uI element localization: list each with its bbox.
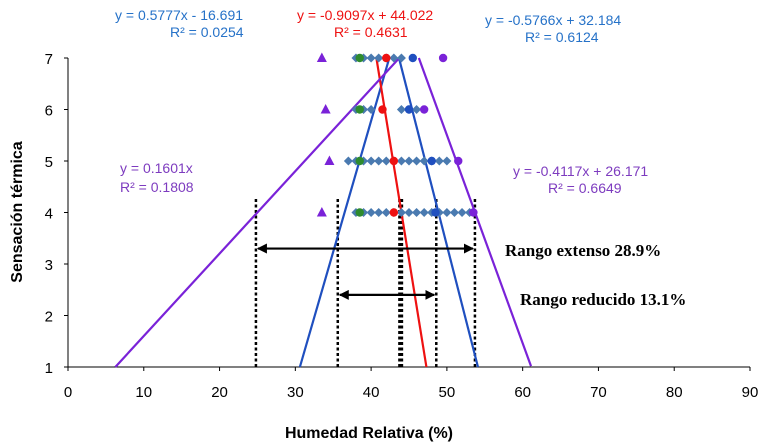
data-point-circle [427, 156, 436, 166]
y-tick-labels: 1 2 3 4 5 6 7 [45, 51, 68, 377]
y-tick-label: 2 [45, 309, 53, 326]
data-point-diamond [374, 53, 384, 63]
equation-red: y = -0.9097x + 44.022 [297, 7, 433, 23]
data-point-circle [431, 208, 440, 217]
data-point-circle [355, 208, 364, 217]
data-point-triangle [316, 52, 327, 62]
data-point-diamond [412, 156, 422, 166]
r2-blue-right: R² = 0.6124 [525, 29, 599, 45]
data-point-circle [408, 53, 417, 63]
data-point-diamond [374, 208, 384, 217]
data-point-circle [469, 208, 478, 217]
data-point-diamond [374, 156, 384, 166]
range-label-reducido: Rango reducido 13.1% [520, 290, 686, 309]
data-point-diamond [389, 53, 399, 63]
x-tick-label: 20 [211, 384, 228, 401]
data-point-triangle [324, 155, 335, 165]
range-label-extenso: Rango extenso 28.9% [505, 241, 661, 260]
data-point-diamond [381, 208, 391, 217]
x-tick-label: 70 [590, 384, 607, 401]
equation-blue-left: y = 0.5777x - 16.691 [115, 7, 243, 23]
data-point-diamond [419, 208, 429, 217]
data-point-diamond [434, 156, 444, 166]
x-tick-label: 80 [666, 384, 683, 401]
data-point-diamond [366, 208, 376, 217]
data-point-diamond [366, 156, 376, 166]
data-point-circle [355, 156, 364, 166]
data-point-diamond [442, 156, 452, 166]
data-point-circle [389, 156, 399, 166]
data-point-diamond [412, 105, 422, 114]
range-labels: Rango extenso 28.9% Rango reducido 13.1% [505, 241, 686, 309]
equation-purple-right: y = -0.4117x + 26.171 [513, 163, 648, 179]
x-axis-title: Humedad Relativa (%) [285, 425, 453, 442]
x-tick-label: 90 [742, 384, 759, 401]
x-tick-label: 10 [135, 384, 152, 401]
y-tick-label: 4 [45, 206, 53, 223]
data-point-circle [419, 105, 429, 114]
r2-purple-right: R² = 0.6649 [548, 180, 622, 196]
data-point-diamond [366, 53, 376, 63]
data-point-diamond [442, 208, 452, 217]
range-arrows [256, 243, 474, 300]
y-axis-title: Sensación térmica [9, 141, 26, 283]
data-point-circle [438, 53, 448, 63]
data-point-diamond [404, 208, 414, 217]
x-tick-label: 0 [64, 384, 72, 401]
data-point-circle [355, 53, 364, 63]
x-tick-labels: 0 10 20 30 40 50 60 70 80 90 [64, 367, 759, 401]
y-tick-label: 6 [45, 103, 53, 120]
data-point-diamond [412, 208, 422, 217]
data-point-diamond [419, 156, 429, 166]
data-point-diamond [343, 156, 353, 166]
data-point-circle [389, 208, 399, 217]
y-tick-label: 7 [45, 51, 53, 68]
r2-red: R² = 0.4631 [334, 24, 408, 40]
r2-blue-left: R² = 0.0254 [170, 24, 244, 40]
y-tick-label: 1 [45, 360, 53, 377]
r2-purple-left: R² = 0.1808 [120, 179, 194, 195]
data-point-diamond [396, 156, 406, 166]
data-point-circle [404, 105, 414, 114]
y-tick-label: 5 [45, 154, 53, 171]
x-tick-label: 60 [514, 384, 531, 401]
equation-purple-left: y = 0.1601x [120, 160, 193, 176]
equation-blue-right: y = -0.5766x + 32.184 [485, 12, 621, 28]
x-tick-label: 50 [439, 384, 456, 401]
data-point-diamond [404, 156, 414, 166]
data-point-triangle [320, 104, 331, 114]
range-boundaries [254, 197, 477, 367]
data-point-diamond [396, 105, 406, 114]
data-points [316, 52, 478, 217]
data-point-diamond [381, 156, 391, 166]
equation-labels: y = 0.5777x - 16.691 R² = 0.0254 y = -0.… [115, 7, 648, 196]
y-tick-label: 3 [45, 257, 53, 274]
data-point-diamond [396, 53, 406, 63]
x-tick-label: 30 [287, 384, 304, 401]
data-point-circle [355, 105, 364, 114]
data-point-triangle [316, 207, 327, 217]
data-point-diamond [396, 208, 406, 217]
data-point-diamond [366, 105, 376, 114]
data-point-circle [382, 53, 391, 63]
data-point-diamond [457, 208, 467, 217]
x-tick-label: 40 [363, 384, 380, 401]
data-point-diamond [449, 208, 459, 217]
data-point-circle [378, 105, 387, 114]
data-point-circle [454, 156, 463, 166]
